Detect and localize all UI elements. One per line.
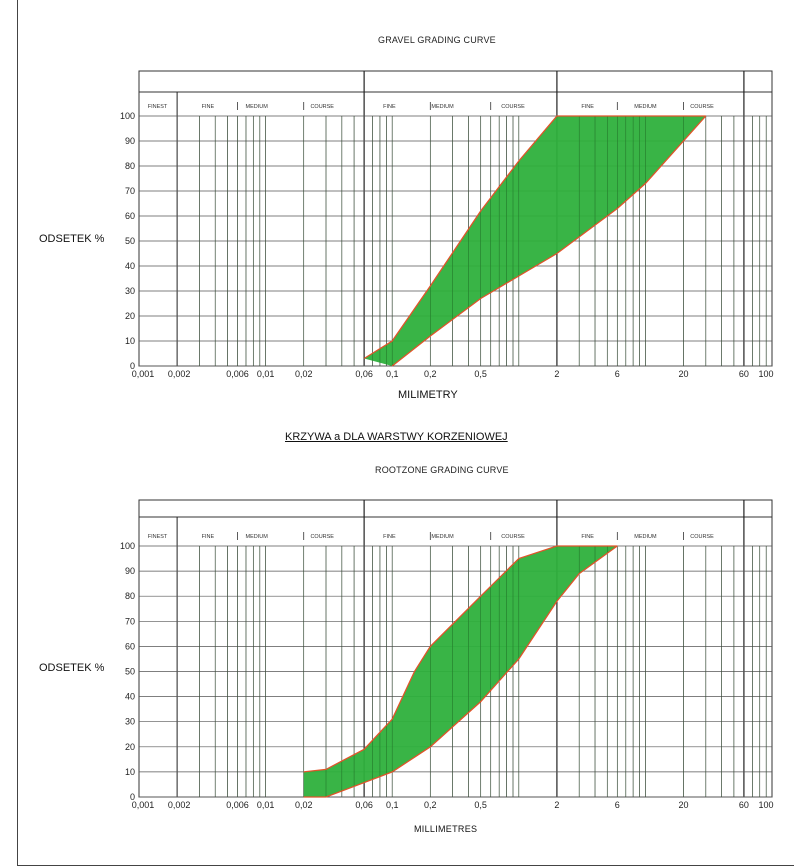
band-label: FINE — [383, 104, 396, 110]
upper-limit-line — [363, 115, 706, 360]
x-tick-label: 20 — [679, 800, 689, 810]
band-label: MEDIUM — [634, 104, 657, 110]
x-tick-label: 0,006 — [226, 369, 249, 379]
chart1-title: GRAVEL GRADING CURVE — [378, 35, 496, 45]
x-tick-label: 0,01 — [257, 369, 275, 379]
band-label: FINE — [581, 534, 594, 540]
y-tick-label: 100 — [120, 111, 135, 121]
x-tick-label: 0,5 — [474, 800, 487, 810]
band-label: MEDIUM — [431, 534, 454, 540]
x-tick-label: 60 — [739, 800, 749, 810]
x-tick-label: 0,06 — [355, 369, 373, 379]
y-tick-label: 10 — [125, 767, 135, 777]
lower-limit-line — [303, 545, 618, 798]
x-tick-label: 0,02 — [295, 800, 313, 810]
x-tick-label: 6 — [615, 369, 620, 379]
grading-envelope — [364, 116, 706, 366]
x-tick-label: 0,002 — [168, 369, 191, 379]
y-tick-label: 10 — [125, 336, 135, 346]
lower-limit-line — [391, 115, 707, 367]
y-tick-label: 40 — [125, 692, 135, 702]
y-tick-label: 90 — [125, 566, 135, 576]
x-tick-label: 2 — [554, 369, 559, 379]
x-tick-label: 0,02 — [295, 369, 313, 379]
chart1-ylabel: ODSETEK % — [39, 233, 105, 245]
band-label: FINE — [202, 534, 215, 540]
x-tick-label: 0,001 — [132, 800, 155, 810]
y-tick-label: 70 — [125, 186, 135, 196]
y-tick-label: 30 — [125, 717, 135, 727]
y-tick-label: 0 — [130, 361, 135, 371]
band-label: COURSE — [690, 104, 714, 110]
y-tick-label: 50 — [125, 236, 135, 246]
rootzone-caption: KRZYWA a DLA WARSTWY KORZENIOWEJ — [285, 431, 508, 443]
y-tick-label: 80 — [125, 161, 135, 171]
band-label: FINE — [581, 104, 594, 110]
band-label: COURSE — [501, 104, 525, 110]
y-tick-label: 100 — [120, 541, 135, 551]
x-tick-label: 0,06 — [355, 800, 373, 810]
band-label: MEDIUM — [246, 104, 269, 110]
x-tick-label: 0,5 — [474, 369, 487, 379]
band-label: COURSE — [690, 534, 714, 540]
x-tick-label: 0,1 — [386, 800, 399, 810]
chart2-title: ROOTZONE GRADING CURVE — [375, 465, 509, 475]
chart2-xlabel: MILLIMETRES — [414, 824, 478, 834]
y-tick-label: 40 — [125, 261, 135, 271]
upper-limit-line — [303, 545, 618, 773]
band-label: COURSE — [310, 104, 334, 110]
x-tick-label: 60 — [739, 369, 749, 379]
band-label: FINE — [383, 534, 396, 540]
y-tick-label: 90 — [125, 136, 135, 146]
x-tick-label: 0,2 — [424, 369, 437, 379]
x-tick-label: 2 — [554, 800, 559, 810]
x-tick-label: 0,2 — [424, 800, 437, 810]
band-label: MEDIUM — [634, 534, 657, 540]
band-label: MEDIUM — [431, 104, 454, 110]
grading-envelope — [303, 546, 618, 797]
y-tick-label: 20 — [125, 742, 135, 752]
band-label: COURSE — [310, 534, 334, 540]
x-tick-label: 0,1 — [386, 369, 399, 379]
x-tick-label: 0,001 — [132, 369, 155, 379]
y-tick-label: 30 — [125, 286, 135, 296]
band-label: FINEST — [148, 534, 168, 540]
y-tick-label: 60 — [125, 641, 135, 651]
chart2-ylabel: ODSETEK % — [39, 662, 105, 674]
x-tick-label: 0,01 — [257, 800, 275, 810]
y-tick-label: 20 — [125, 311, 135, 321]
band-label: COURSE — [501, 534, 525, 540]
y-tick-label: 70 — [125, 616, 135, 626]
x-tick-label: 20 — [679, 369, 689, 379]
band-label: FINE — [202, 104, 215, 110]
x-tick-label: 100 — [758, 800, 773, 810]
y-tick-label: 0 — [130, 792, 135, 802]
y-tick-label: 60 — [125, 211, 135, 221]
chart1-xlabel: MILIMETRY — [398, 389, 458, 401]
y-tick-label: 50 — [125, 667, 135, 677]
y-tick-label: 80 — [125, 591, 135, 601]
x-tick-label: 6 — [615, 800, 620, 810]
x-tick-label: 0,002 — [168, 800, 191, 810]
band-label: FINEST — [148, 104, 168, 110]
x-tick-label: 0,006 — [226, 800, 249, 810]
band-label: MEDIUM — [246, 534, 269, 540]
x-tick-label: 100 — [758, 369, 773, 379]
